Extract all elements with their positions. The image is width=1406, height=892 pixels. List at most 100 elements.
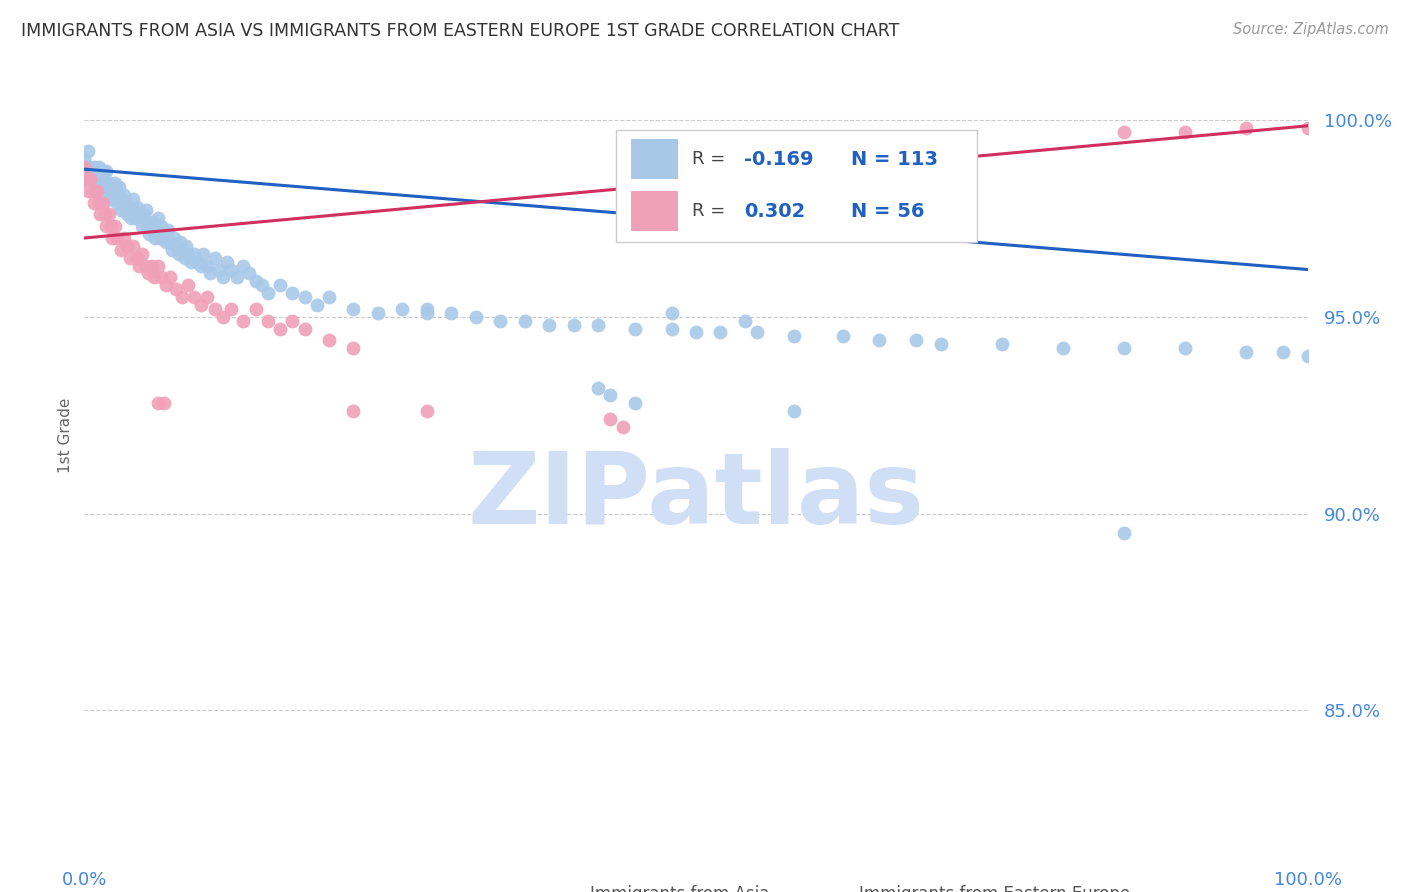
Point — [105, 231, 128, 245]
Point — [77, 145, 100, 159]
Point — [146, 211, 169, 226]
Point — [146, 223, 169, 237]
Point — [143, 231, 166, 245]
Point — [86, 184, 108, 198]
Point — [281, 314, 304, 328]
Point — [101, 231, 124, 245]
Point — [128, 211, 150, 226]
Point — [783, 329, 806, 343]
Point — [89, 176, 111, 190]
Point — [135, 259, 157, 273]
Text: R =: R = — [692, 151, 731, 169]
Point — [107, 179, 129, 194]
Point — [599, 412, 621, 426]
Point — [76, 172, 98, 186]
Text: 100.0%: 100.0% — [1274, 871, 1341, 888]
Bar — [550, 880, 583, 892]
Point — [136, 267, 159, 281]
Point — [146, 396, 169, 410]
Point — [159, 270, 181, 285]
Point — [141, 215, 163, 229]
Point — [1114, 526, 1136, 541]
Point — [96, 219, 118, 234]
Point — [305, 298, 328, 312]
Point — [734, 314, 756, 328]
Point — [131, 246, 153, 260]
Point — [342, 301, 364, 316]
Point — [150, 270, 173, 285]
Point — [250, 278, 273, 293]
Point — [153, 227, 176, 241]
Point — [105, 195, 128, 210]
Point — [172, 290, 194, 304]
Point — [156, 223, 179, 237]
Point — [125, 200, 148, 214]
Point — [217, 254, 239, 268]
Point — [87, 195, 110, 210]
Point — [172, 243, 194, 257]
Point — [180, 254, 202, 268]
Point — [115, 195, 138, 210]
Point — [118, 251, 141, 265]
Point — [104, 187, 127, 202]
Text: Immigrants from Eastern Europe: Immigrants from Eastern Europe — [859, 885, 1130, 892]
Point — [219, 262, 242, 277]
Point — [211, 270, 233, 285]
Point — [73, 153, 96, 167]
Point — [269, 321, 291, 335]
Point — [747, 326, 769, 340]
Point — [135, 215, 157, 229]
Point — [562, 318, 585, 332]
Point — [97, 192, 120, 206]
Point — [232, 314, 254, 328]
Point — [125, 211, 148, 226]
Point — [77, 184, 100, 198]
Point — [342, 341, 364, 355]
Point — [294, 321, 316, 335]
Point — [122, 203, 145, 218]
Point — [211, 310, 233, 324]
Point — [416, 306, 439, 320]
Bar — [818, 880, 852, 892]
Point — [318, 334, 340, 348]
Point — [440, 306, 463, 320]
Point — [586, 381, 609, 395]
Text: Immigrants from Asia: Immigrants from Asia — [589, 885, 769, 892]
Point — [149, 231, 172, 245]
Point — [82, 184, 104, 198]
Point — [177, 246, 200, 260]
Point — [91, 164, 114, 178]
Point — [110, 203, 132, 218]
Point — [73, 160, 96, 174]
Point — [232, 259, 254, 273]
Point — [165, 282, 187, 296]
Point — [416, 301, 439, 316]
Point — [612, 420, 634, 434]
Point — [143, 270, 166, 285]
Point — [174, 239, 197, 253]
Point — [94, 172, 117, 186]
Point — [110, 243, 132, 257]
Point — [281, 286, 304, 301]
Point — [1236, 345, 1258, 359]
Bar — [631, 191, 678, 231]
Point — [110, 192, 132, 206]
Point — [163, 231, 186, 245]
Point — [1236, 120, 1258, 135]
Point — [869, 334, 891, 348]
Point — [538, 318, 561, 332]
Bar — [631, 139, 678, 179]
Point — [586, 318, 609, 332]
Point — [136, 219, 159, 234]
Point — [155, 235, 177, 249]
Point — [257, 314, 280, 328]
Point — [624, 321, 647, 335]
Point — [97, 207, 120, 221]
Point — [1114, 341, 1136, 355]
Point — [1272, 345, 1295, 359]
Point — [94, 207, 117, 221]
Point — [208, 262, 231, 277]
Text: N = 56: N = 56 — [851, 202, 925, 220]
Point — [112, 231, 135, 245]
Point — [991, 337, 1014, 351]
